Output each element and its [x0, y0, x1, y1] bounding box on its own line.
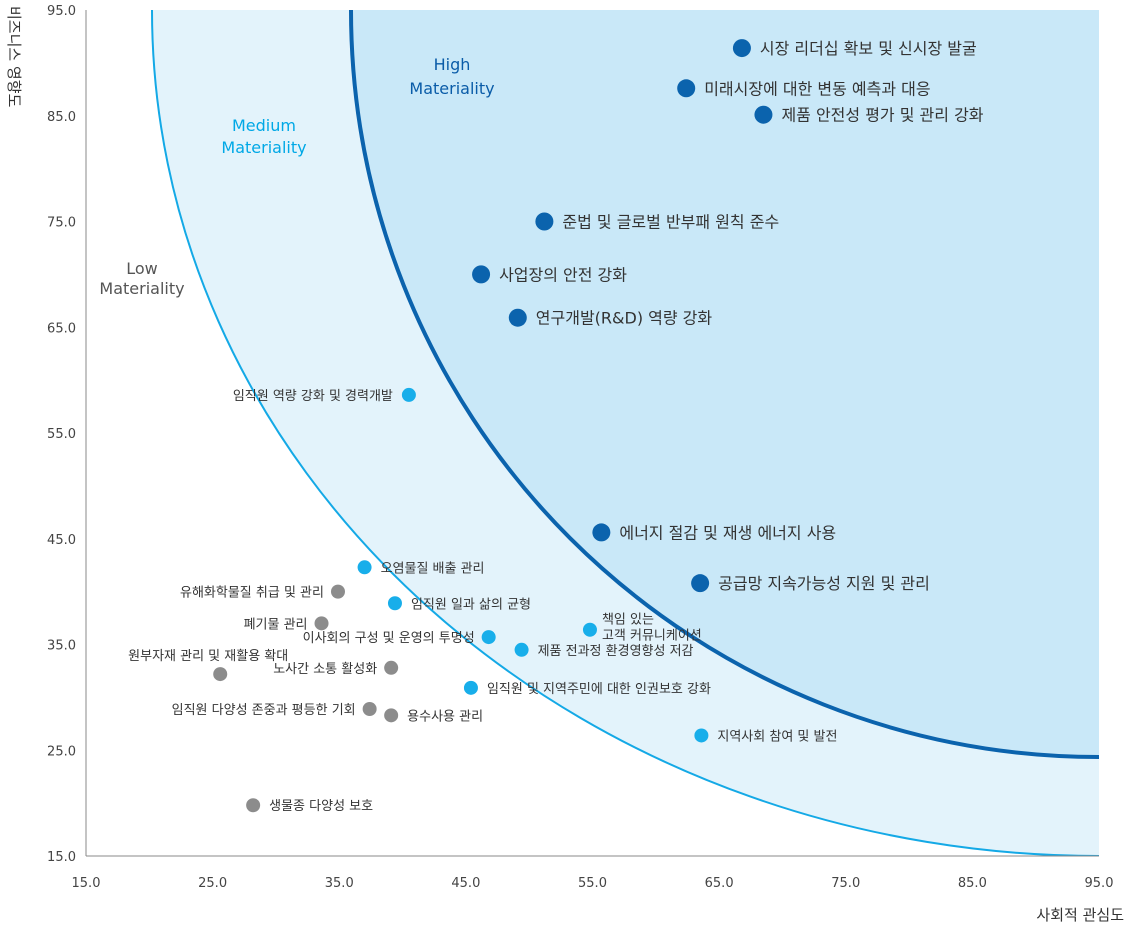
x-axis-title: 사회적 관심도 — [1036, 906, 1124, 924]
point-label: 폐기물 관리 — [244, 617, 308, 632]
x-tick-label: 95.0 — [1085, 876, 1114, 891]
point-label: 에너지 절감 및 재생 에너지 사용 — [619, 523, 836, 542]
data-point-high — [677, 79, 696, 98]
x-tick-label: 35.0 — [325, 876, 354, 891]
high-materiality-region — [351, 10, 1099, 757]
point-label: 임직원 다양성 존중과 평등한 기회 — [172, 703, 356, 718]
data-point-low — [330, 584, 345, 599]
data-point-high — [754, 105, 773, 124]
point-label: 미래시장에 대한 변동 예측과 대응 — [704, 79, 930, 98]
x-tick-label: 45.0 — [451, 876, 480, 891]
y-tick-label: 85.0 — [47, 110, 76, 125]
point-label: 시장 리더십 확보 및 신시장 발굴 — [760, 39, 977, 58]
point-label: 임직원 일과 삶의 균형 — [411, 597, 531, 612]
x-tick-label: 65.0 — [705, 876, 734, 891]
x-tick-label: 55.0 — [578, 876, 607, 891]
zone-label: Low — [126, 259, 158, 278]
data-point-high — [508, 308, 527, 327]
y-tick-label: 55.0 — [47, 427, 76, 442]
point-label: 이사회의 구성 및 운영의 투명성 — [303, 631, 475, 646]
data-point-medium — [387, 596, 402, 611]
point-label: 용수사용 관리 — [407, 709, 483, 724]
y-tick-label: 35.0 — [47, 639, 76, 654]
data-point-low — [384, 708, 399, 723]
point-label: 제품 전과정 환경영향성 저감 — [538, 644, 694, 659]
point-label: 유해화학물질 취급 및 관리 — [180, 586, 324, 601]
point-label: 책임 있는 고객 커뮤니케이션 — [602, 613, 702, 644]
point-label: 제품 안전성 평가 및 관리 강화 — [781, 106, 983, 125]
zone-label: Materiality — [409, 79, 494, 98]
high-materiality-boundary — [349, 10, 1099, 759]
point-label: 임직원 및 지역주민에 대한 인권보호 강화 — [487, 682, 711, 697]
data-point-medium — [357, 560, 372, 575]
y-tick-label: 65.0 — [47, 321, 76, 336]
zone-label: Materiality — [99, 279, 184, 298]
data-points — [213, 39, 773, 813]
point-label: 원부자재 관리 및 재활용 확대 — [128, 649, 288, 664]
data-point-medium — [514, 642, 529, 657]
data-point-low — [384, 660, 399, 675]
data-point-low — [314, 616, 329, 631]
point-label: 연구개발(R&D) 역량 강화 — [536, 309, 713, 328]
y-tick-label: 45.0 — [47, 533, 76, 548]
x-tick-label: 75.0 — [831, 876, 860, 891]
data-point-medium — [694, 728, 709, 743]
data-point-medium — [582, 622, 597, 637]
zone-label: Materiality — [221, 138, 306, 157]
data-point-high — [732, 39, 751, 58]
data-point-low — [362, 702, 377, 717]
y-tick-label: 95.0 — [47, 4, 76, 19]
x-tick-label: 25.0 — [198, 876, 227, 891]
point-label: 오염물질 배출 관리 — [381, 561, 485, 576]
point-label: 사업장의 안전 강화 — [499, 265, 627, 284]
zone-label: Medium — [232, 116, 296, 135]
y-axis-ticks: 15.0 25.0 35.0 45.0 55.0 65.0 75.0 85.0 95.0 — [47, 4, 76, 865]
x-tick-label: 15.0 — [72, 876, 101, 891]
point-label: 생물종 다양성 보호 — [269, 799, 373, 814]
data-point-high — [691, 574, 710, 593]
y-tick-label: 25.0 — [47, 744, 76, 759]
zone-label: High — [434, 55, 471, 74]
data-point-high — [472, 265, 491, 284]
data-point-medium — [463, 680, 478, 695]
data-point-medium — [481, 630, 496, 645]
point-label: 지역사회 참여 및 발전 — [717, 729, 837, 744]
data-point-low — [213, 667, 228, 682]
x-axis-ticks: 15.0 25.0 35.0 45.0 55.0 65.0 75.0 85.0 95.0 — [72, 876, 1114, 891]
data-point-high — [592, 523, 611, 542]
point-label: 임직원 역량 강화 및 경력개발 — [233, 389, 393, 404]
point-label: 공급망 지속가능성 지원 및 관리 — [718, 574, 930, 593]
data-point-high — [535, 212, 554, 231]
medium-materiality-boundary — [151, 10, 1099, 856]
y-tick-label: 75.0 — [47, 216, 76, 231]
materiality-zone-labels: LowMaterialityMediumMaterialityHighMater… — [99, 55, 494, 298]
y-tick-label: 15.0 — [47, 850, 76, 865]
x-tick-label: 85.0 — [958, 876, 987, 891]
point-label: 준법 및 글로벌 반부패 원칙 준수 — [562, 213, 779, 232]
y-axis-title: 비즈니스 영향도 — [5, 6, 23, 108]
point-label: 노사간 소통 활성화 — [273, 662, 377, 677]
data-point-medium — [401, 387, 416, 402]
data-point-low — [246, 798, 261, 813]
